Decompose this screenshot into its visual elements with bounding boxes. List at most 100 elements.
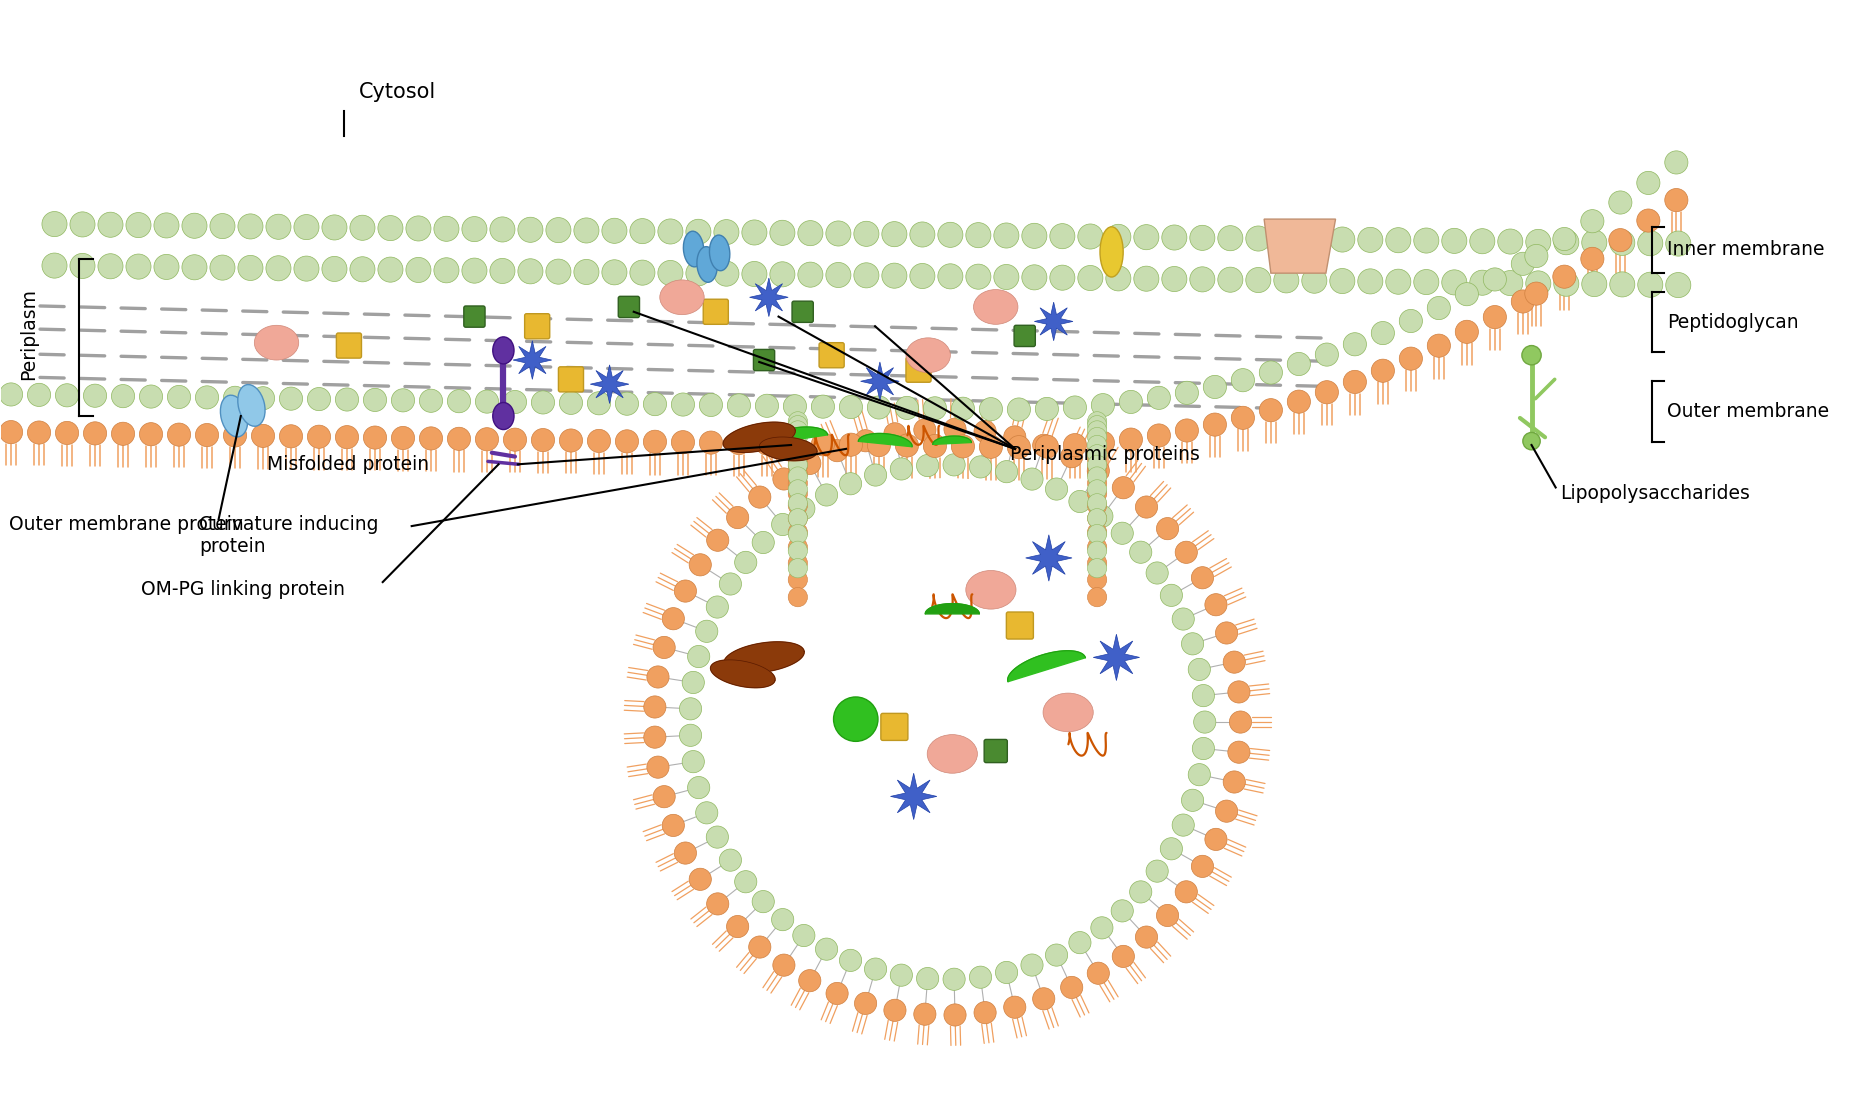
Circle shape: [1162, 266, 1188, 292]
FancyBboxPatch shape: [618, 296, 640, 317]
Ellipse shape: [253, 325, 298, 359]
Circle shape: [70, 254, 94, 278]
Circle shape: [788, 541, 807, 561]
FancyBboxPatch shape: [881, 713, 908, 740]
Ellipse shape: [966, 571, 1016, 609]
Circle shape: [699, 431, 723, 454]
Circle shape: [1088, 509, 1106, 528]
Circle shape: [788, 464, 807, 484]
Circle shape: [462, 217, 487, 242]
Circle shape: [951, 397, 975, 421]
Circle shape: [1484, 268, 1506, 290]
Circle shape: [753, 531, 775, 553]
Circle shape: [1173, 608, 1195, 630]
Circle shape: [1215, 622, 1238, 644]
Circle shape: [1232, 368, 1254, 392]
Circle shape: [714, 262, 738, 286]
Circle shape: [1088, 494, 1106, 513]
Circle shape: [1190, 225, 1215, 250]
Circle shape: [531, 429, 555, 452]
Text: Peptidoglycan: Peptidoglycan: [1667, 313, 1798, 332]
FancyBboxPatch shape: [792, 302, 814, 323]
Circle shape: [1665, 151, 1687, 174]
Circle shape: [1188, 764, 1210, 786]
Ellipse shape: [927, 735, 977, 774]
Circle shape: [1386, 228, 1412, 253]
Circle shape: [83, 422, 107, 445]
Circle shape: [884, 999, 906, 1022]
Circle shape: [448, 390, 470, 413]
Circle shape: [1526, 270, 1550, 296]
Circle shape: [734, 551, 757, 573]
Circle shape: [1036, 435, 1058, 459]
Circle shape: [944, 418, 966, 441]
Circle shape: [1498, 229, 1523, 254]
Circle shape: [771, 908, 794, 930]
Circle shape: [1498, 270, 1523, 296]
Circle shape: [294, 215, 318, 239]
Circle shape: [1288, 390, 1310, 413]
Circle shape: [1175, 880, 1197, 903]
Circle shape: [890, 457, 912, 480]
Circle shape: [690, 553, 712, 575]
Circle shape: [1021, 467, 1043, 490]
Circle shape: [679, 725, 701, 747]
Circle shape: [951, 435, 975, 457]
Circle shape: [1554, 272, 1578, 296]
Polygon shape: [1025, 534, 1071, 581]
Text: Outer membrane: Outer membrane: [1667, 402, 1830, 421]
Text: Periplasm: Periplasm: [18, 288, 37, 380]
Circle shape: [629, 218, 655, 244]
Circle shape: [629, 260, 655, 285]
Circle shape: [252, 424, 274, 447]
Circle shape: [1275, 226, 1299, 252]
Circle shape: [1119, 391, 1143, 414]
Circle shape: [816, 484, 838, 506]
Circle shape: [672, 393, 694, 416]
Circle shape: [1088, 450, 1106, 469]
FancyBboxPatch shape: [559, 367, 583, 392]
Circle shape: [1610, 228, 1632, 252]
Circle shape: [816, 938, 838, 961]
Circle shape: [1088, 444, 1106, 464]
Circle shape: [1088, 441, 1106, 460]
Circle shape: [56, 422, 78, 444]
Circle shape: [938, 223, 962, 247]
Circle shape: [0, 421, 22, 444]
Circle shape: [788, 474, 807, 493]
Circle shape: [1275, 268, 1299, 293]
Circle shape: [788, 570, 807, 590]
Circle shape: [1245, 267, 1271, 293]
Circle shape: [1524, 282, 1548, 305]
Circle shape: [812, 395, 834, 418]
Circle shape: [707, 893, 729, 915]
Circle shape: [788, 588, 807, 607]
Circle shape: [1112, 899, 1134, 922]
Circle shape: [1552, 227, 1576, 250]
Circle shape: [799, 452, 821, 474]
Circle shape: [797, 220, 823, 246]
Circle shape: [1064, 434, 1086, 456]
Circle shape: [1215, 800, 1238, 823]
Circle shape: [797, 262, 823, 287]
Text: Curvature inducing
protein: Curvature inducing protein: [200, 515, 379, 556]
Circle shape: [1088, 962, 1110, 984]
Circle shape: [938, 264, 962, 289]
Circle shape: [1580, 209, 1604, 233]
Circle shape: [1523, 345, 1541, 365]
FancyBboxPatch shape: [906, 357, 931, 382]
Circle shape: [1088, 412, 1106, 431]
Circle shape: [788, 495, 807, 515]
Circle shape: [993, 265, 1019, 289]
Circle shape: [755, 394, 779, 417]
Circle shape: [1217, 226, 1243, 250]
Polygon shape: [766, 427, 827, 444]
Circle shape: [788, 455, 807, 474]
Circle shape: [840, 473, 862, 495]
Circle shape: [788, 480, 807, 499]
Circle shape: [672, 431, 694, 454]
Circle shape: [1302, 227, 1326, 252]
Circle shape: [895, 396, 918, 420]
Circle shape: [518, 258, 542, 284]
Polygon shape: [723, 642, 805, 673]
